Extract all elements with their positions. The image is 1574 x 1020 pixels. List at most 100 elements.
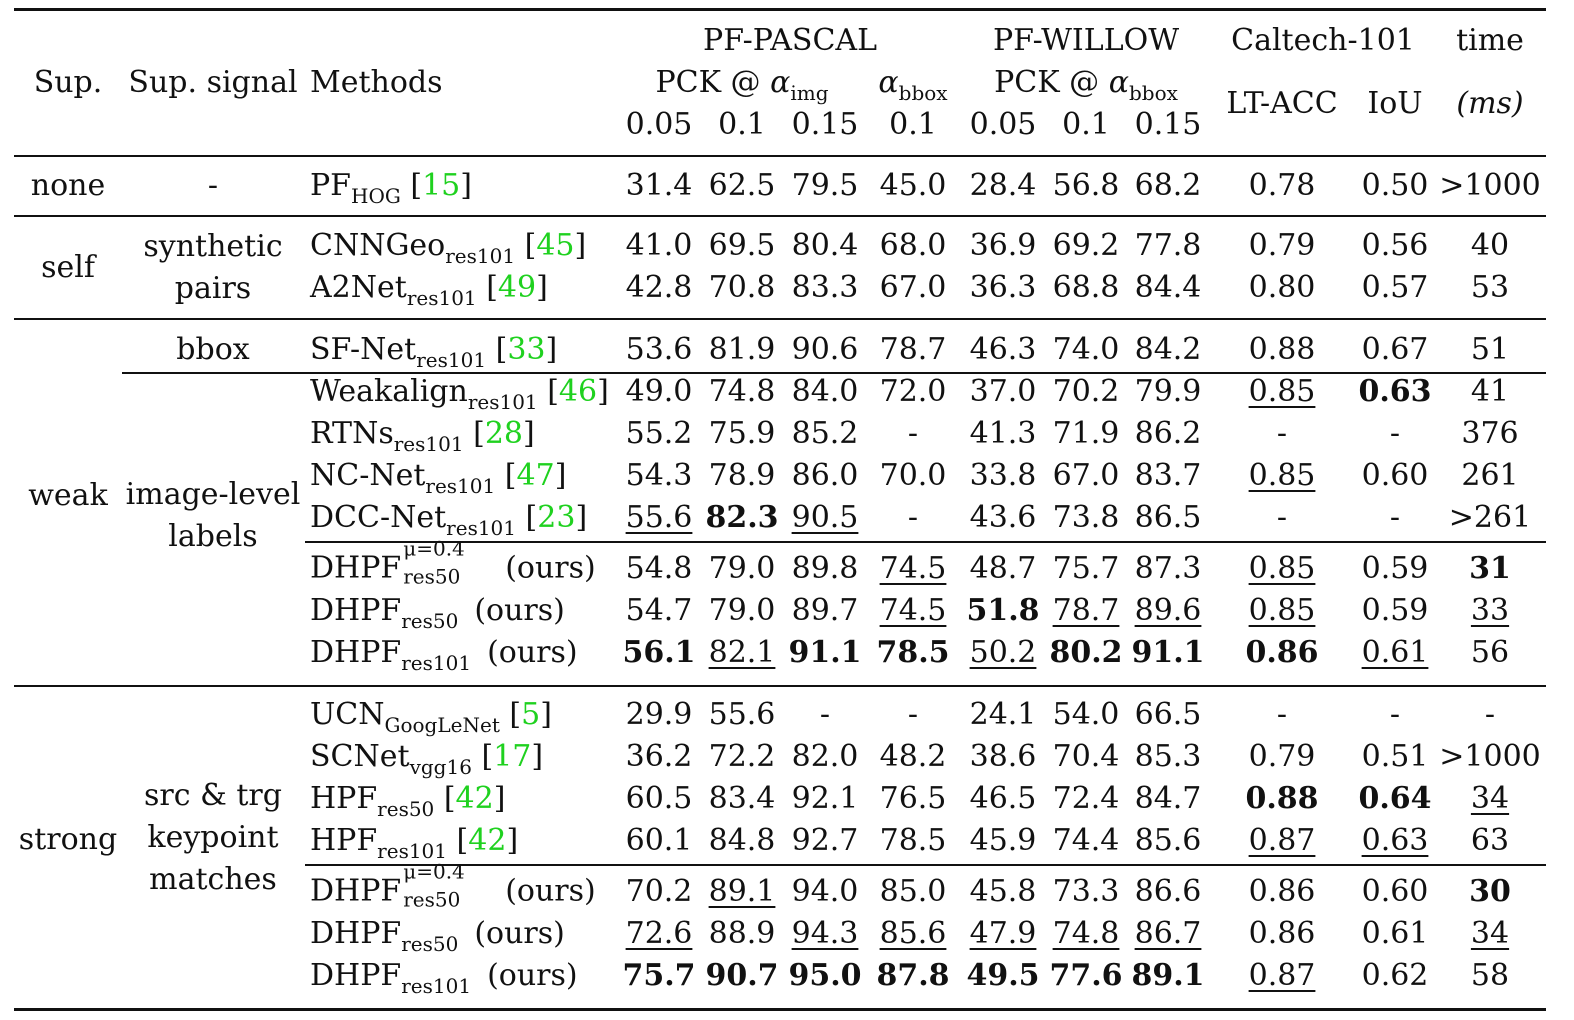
method-subscript: res50 [401, 609, 459, 633]
citation-link[interactable]: 47 [516, 458, 555, 493]
table-cell: >1000 [1439, 739, 1541, 774]
table-cell: 84.0 [791, 374, 859, 409]
threshold-label: 0.15 [791, 107, 859, 142]
cite-bracket: ] [575, 500, 588, 535]
method-base: NC-Net [310, 458, 426, 493]
table-cell: - [1389, 697, 1401, 732]
signal-line: matches [149, 862, 277, 897]
table-cell: 42.8 [625, 270, 693, 305]
table-cell: 80.4 [791, 228, 859, 263]
citation-link[interactable]: 46 [558, 374, 598, 409]
table-cell: 84.8 [708, 823, 776, 858]
table-cell: 87.8 [876, 958, 950, 993]
pck-at-label: PCK @ [994, 65, 1109, 100]
table-cell: 86.7 [1134, 916, 1202, 951]
table-cell: 31 [1469, 551, 1511, 586]
table-cell: 53.6 [625, 332, 693, 367]
table-cell: 72.4 [1052, 781, 1120, 816]
alpha-bbox-sub: bbox [898, 81, 948, 105]
threshold-label: 0.05 [969, 107, 1037, 142]
method-base: A2Net [310, 270, 407, 305]
table-cell: 0.67 [1361, 332, 1429, 367]
table-cell: 89.8 [791, 551, 859, 586]
method-name: DHPFres101 (ours) [310, 638, 578, 674]
method-base: PF [310, 168, 352, 203]
table-cell: 56.1 [622, 635, 696, 670]
table-cell: 0.79 [1248, 739, 1316, 774]
table-cell: 28.4 [969, 168, 1037, 203]
method-base: HPF [310, 781, 378, 816]
table-cell: 0.51 [1361, 739, 1429, 774]
header-caltech: Caltech-101 [1231, 23, 1415, 58]
table-cell: 78.7 [879, 332, 947, 367]
table-cell: 75.9 [708, 416, 776, 451]
table-cell: 24.1 [969, 697, 1037, 732]
ours-label: (ours) [487, 958, 578, 993]
table-cell: 86.0 [791, 458, 859, 493]
table-cell: 67.0 [1052, 458, 1120, 493]
table-cell: 62.5 [708, 168, 776, 203]
table-cell: 41 [1470, 374, 1510, 409]
table-cell: 60.1 [625, 823, 693, 858]
alpha-symbol: α [878, 65, 899, 100]
ours-label: (ours) [505, 873, 596, 909]
table-cell: 74.5 [879, 593, 947, 628]
cite-bracket: ] [506, 823, 519, 858]
ours-label: (ours) [474, 916, 565, 951]
table-cell: 45.9 [969, 823, 1037, 858]
header-ms: (ms) [1456, 86, 1524, 121]
table-cell: 85.6 [879, 916, 947, 951]
table-cell: 71.9 [1052, 416, 1120, 451]
table-cell: 70.8 [708, 270, 776, 305]
citation-link[interactable]: 15 [422, 168, 461, 203]
table-cell: 80.2 [1049, 635, 1123, 670]
header-methods: Methods [310, 65, 443, 100]
table-cell: 0.60 [1361, 458, 1429, 493]
table-cell: 50.2 [969, 635, 1037, 670]
table-cell: 0.50 [1361, 168, 1429, 203]
citation-link[interactable]: 42 [455, 781, 494, 816]
citation-link[interactable]: 28 [484, 416, 523, 451]
cite-bracket: [ [476, 270, 498, 305]
citation-link[interactable]: 23 [537, 500, 576, 535]
table-cell: 72.2 [708, 739, 776, 774]
table-cell: 67.0 [879, 270, 947, 305]
method-subscript: res101 [416, 348, 487, 372]
none-bottom-rule [14, 215, 1546, 217]
table-cell: 70.4 [1052, 739, 1120, 774]
header-pck-bbox: PCK @ αbbox [994, 65, 1178, 104]
citation-link[interactable]: 45 [536, 228, 575, 263]
table-cell: 31.4 [625, 168, 693, 203]
cite-bracket: ] [540, 697, 552, 732]
cite-bracket: [ [463, 416, 485, 451]
table-cell: 33.8 [969, 458, 1037, 493]
method-subsup: μ=0.4 res50 [401, 862, 489, 910]
method-subscript: res101 [401, 974, 472, 998]
table-cell: 86.5 [1134, 500, 1202, 535]
citation-link[interactable]: 49 [497, 270, 537, 305]
method-subscript: res101 [377, 839, 448, 863]
cite-bracket: ] [523, 416, 535, 451]
method-superscript: μ=0.4 [403, 859, 465, 884]
header-sup: Sup. [33, 65, 103, 100]
cite-bracket: [ [516, 500, 538, 535]
citation-link[interactable]: 33 [507, 332, 546, 367]
threshold-label: 0.1 [1062, 107, 1110, 142]
citation-link[interactable]: 5 [521, 697, 541, 732]
cite-bracket: ] [460, 168, 472, 203]
table-cell: 70.2 [625, 874, 693, 909]
bottom-rule [14, 1008, 1546, 1011]
weak-bottom-rule [14, 685, 1546, 687]
ours-label: (ours) [505, 550, 596, 586]
table-cell: 76.5 [879, 781, 947, 816]
table-cell: 63 [1470, 823, 1510, 858]
method-name: NC-Netres101 [47] [310, 458, 566, 497]
method-name: DCC-Netres101 [23] [310, 500, 588, 539]
citation-link[interactable]: 17 [493, 739, 532, 774]
method-name: UCNGoogLeNet [5] [310, 697, 552, 736]
method-base: CNNGeo [310, 228, 446, 263]
citation-link[interactable]: 42 [468, 823, 507, 858]
signal-none: - [207, 168, 219, 203]
header-sup-signal: Sup. signal [128, 65, 298, 100]
table-cell: 0.86 [1245, 635, 1319, 670]
